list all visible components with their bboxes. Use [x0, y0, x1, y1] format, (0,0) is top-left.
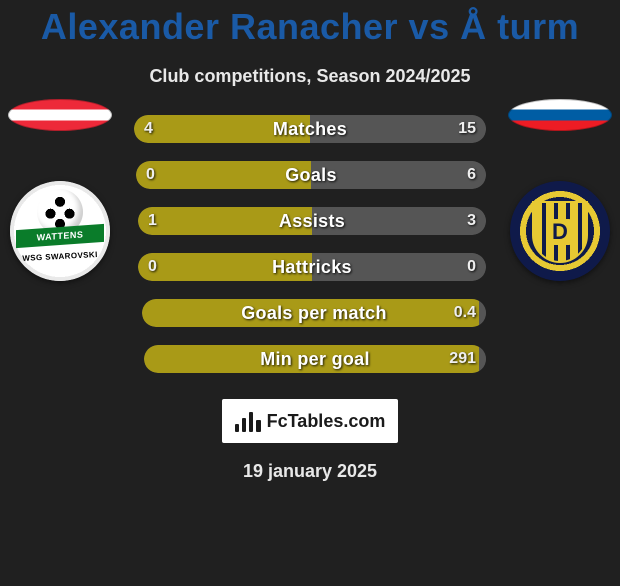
side-right: D	[500, 171, 620, 281]
brand-chart-icon	[235, 410, 261, 432]
stat-bar: 0 0 Hattricks	[138, 253, 486, 281]
comparison-stage: WATTENS WSG SWAROVSKI D 4 15 Matches 0 6 Goal…	[0, 115, 620, 373]
stat-value-right: 15	[458, 115, 476, 143]
subtitle: Club competitions, Season 2024/2025	[0, 66, 620, 87]
badge-right-letter: D	[548, 219, 572, 245]
stat-label: Matches	[273, 119, 347, 140]
stat-label: Min per goal	[260, 349, 370, 370]
title-player-right: Å turm	[460, 6, 579, 47]
stat-value-right: 291	[449, 345, 476, 373]
stat-bar: 291 Min per goal	[144, 345, 486, 373]
stat-bar: 4 15 Matches	[134, 115, 486, 143]
stat-bar: 0.4 Goals per match	[142, 299, 486, 327]
stat-label: Assists	[279, 211, 345, 232]
flag-right	[508, 99, 612, 131]
date: 19 january 2025	[0, 461, 620, 482]
stat-bars: 4 15 Matches 0 6 Goals 1 3 Assists 0 0 Hattricks 0.4…	[134, 115, 486, 373]
title-player-left: Alexander Ranacher	[41, 6, 398, 47]
title-vs: vs	[398, 6, 460, 47]
side-left: WATTENS WSG SWAROVSKI	[0, 171, 120, 281]
flag-left	[8, 99, 112, 131]
brand-text: FcTables.com	[267, 411, 386, 432]
club-badge-left: WATTENS WSG SWAROVSKI	[10, 181, 110, 281]
stat-label: Goals per match	[241, 303, 387, 324]
stat-label: Goals	[285, 165, 337, 186]
footer-brand: FcTables.com	[222, 399, 398, 443]
club-badge-right: D	[510, 181, 610, 281]
stat-bar: 0 6 Goals	[136, 161, 486, 189]
stat-value-right: 3	[467, 207, 476, 235]
stat-value-left: 4	[144, 115, 153, 143]
stat-value-right: 0	[467, 253, 476, 281]
stat-value-left: 0	[146, 161, 155, 189]
stat-value-right: 6	[467, 161, 476, 189]
stat-value-left: 1	[148, 207, 157, 235]
stat-bar: 1 3 Assists	[138, 207, 486, 235]
stat-value-right: 0.4	[454, 299, 476, 327]
stat-label: Hattricks	[272, 257, 352, 278]
stat-value-left: 0	[148, 253, 157, 281]
page-title: Alexander Ranacher vs Å turm	[0, 6, 620, 48]
